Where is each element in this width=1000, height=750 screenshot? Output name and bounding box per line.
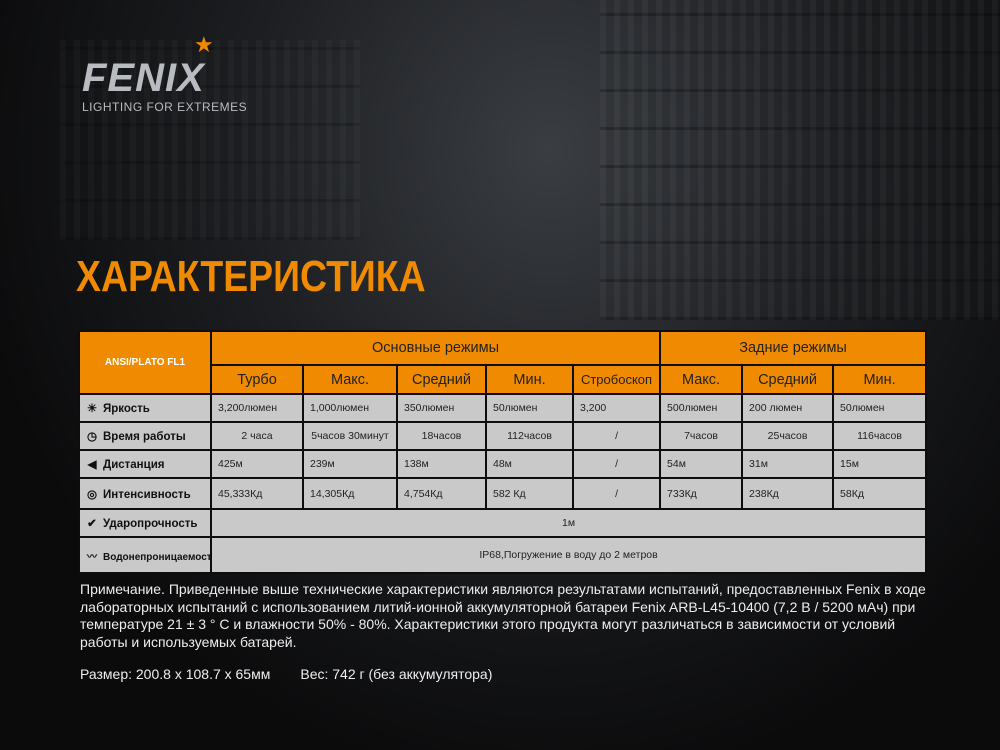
row-label-text: Дистанция <box>103 459 165 471</box>
mode-header: Мин. <box>485 364 574 395</box>
background-shelves-right <box>600 0 1000 320</box>
logo-wordmark: FENIX <box>82 56 205 100</box>
star-icon: ★ <box>194 32 214 57</box>
waterproof-value: IP68,Погружение в воду до 2 метров <box>209 536 928 574</box>
standard-label: ANSI/PLATO FL1 <box>78 330 212 395</box>
spec-cell: 50люмен <box>485 393 574 423</box>
target-icon: ◎ <box>86 488 98 501</box>
mode-header: Стробоскоп <box>571 364 662 395</box>
logo-tagline: LIGHTING FOR EXTREMES <box>82 100 248 114</box>
impact-label: Ударопрочность <box>103 518 198 530</box>
background-shelves-left <box>60 40 360 240</box>
spec-cell: 25часов <box>741 421 835 451</box>
row-label-impact: ✔ Ударопрочность <box>78 508 212 538</box>
spec-cell: / <box>571 421 662 451</box>
impact-value: 1м <box>209 508 928 538</box>
spec-cell: 582 Кд <box>485 477 574 510</box>
spec-cell: 500люмен <box>659 393 744 423</box>
spec-cell: 116часов <box>832 421 928 451</box>
mode-header: Средний <box>396 364 487 395</box>
row-label-text: Интенсивность <box>103 488 191 501</box>
spec-cell: 14,305Кд <box>302 477 398 510</box>
spec-cell: 112часов <box>485 421 574 451</box>
impact-icon: ✔ <box>87 518 97 530</box>
size-text: Размер: 200.8 x 108.7 x 65мм <box>80 666 271 682</box>
row-label-text: Время работы <box>103 431 186 443</box>
row-label: ◎ Интенсивность <box>78 477 212 510</box>
spec-cell: 1,000люмен <box>302 393 398 423</box>
spec-cell: 239м <box>302 449 398 479</box>
spec-row: ☀ Яркость 3,200люмен 1,000люмен 350люмен 50лю… <box>78 393 928 423</box>
row-label-waterproof: 〰 Водонепроницаемость <box>78 536 212 574</box>
footer-block: Примечание. Приведенные выше технические… <box>80 581 940 683</box>
mode-header: Мин. <box>832 364 928 395</box>
brightness-icon: ☀ <box>86 403 98 415</box>
spec-cell: 3,200люмен <box>210 393 304 423</box>
row-label-text: Яркость <box>103 403 150 415</box>
weight-text: Вес: 742 г (без аккумулятора) <box>300 666 493 682</box>
spec-row: ◎ Интенсивность 45,333Кд 14,305Кд 4,754Кд 582… <box>78 477 928 510</box>
spec-cell: 3,200 <box>571 393 662 423</box>
spec-cell: 58Кд <box>832 477 928 510</box>
spec-cell: 48м <box>485 449 574 479</box>
mode-header: Средний <box>741 364 835 395</box>
spec-cell: 15м <box>832 449 928 479</box>
spec-cell: 425м <box>210 449 304 479</box>
spec-cell: / <box>571 477 662 510</box>
spec-cell: 238Кд <box>741 477 835 510</box>
dimensions-line: Размер: 200.8 x 108.7 x 65мм Вес: 742 г (… <box>80 665 940 683</box>
note-text: Примечание. Приведенные выше технические… <box>80 581 926 650</box>
row-label: ☀ Яркость <box>78 393 212 423</box>
spec-cell: 4,754Кд <box>396 477 487 510</box>
spec-cell: 733Кд <box>659 477 744 510</box>
spec-cell: / <box>571 449 662 479</box>
spec-row: ◀ Дистанция 425м 239м 138м 48м/54м 31м 15м <box>78 449 928 479</box>
spec-cell: 7часов <box>659 421 744 451</box>
mode-header: Макс. <box>659 364 744 395</box>
spec-cell: 45,333Кд <box>210 477 304 510</box>
spec-cell: 350люмен <box>396 393 487 423</box>
mode-header: Турбо <box>210 364 304 395</box>
spec-cell: 54м <box>659 449 744 479</box>
page-title: ХАРАКТЕРИСТИКА <box>76 252 426 301</box>
fenix-logo: ★ FENIX LIGHTING FOR EXTREMES <box>82 32 248 115</box>
group-tail-modes: Задние режимы <box>659 330 928 366</box>
mode-header: Макс. <box>302 364 398 395</box>
row-label: ◷ Время работы <box>78 421 212 451</box>
spec-cell: 18часов <box>396 421 487 451</box>
row-label: ◀ Дистанция <box>78 449 212 479</box>
waterproof-label: Водонепроницаемость <box>103 551 211 563</box>
spec-cell: 138м <box>396 449 487 479</box>
water-icon: 〰 <box>87 551 97 563</box>
spec-row: ◷ Время работы 2 часа 5часов 30минут 18часов… <box>78 421 928 451</box>
spec-table: ANSI/PLATO FL1 Основные режимы Задние ре… <box>78 330 928 574</box>
spec-cell: 200 люмен <box>741 393 835 423</box>
spec-cell: 50люмен <box>832 393 928 423</box>
group-main-modes: Основные режимы <box>209 330 662 366</box>
distance-icon: ◀ <box>87 459 97 471</box>
spec-cell: 31м <box>741 449 835 479</box>
clock-icon: ◷ <box>86 431 98 443</box>
spec-cell: 5часов 30минут <box>302 421 398 451</box>
spec-cell: 2 часа <box>210 421 304 451</box>
